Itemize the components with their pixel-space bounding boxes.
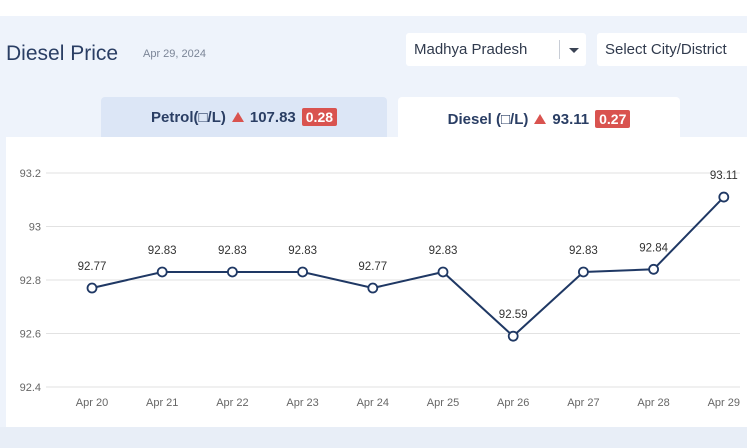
x-tick-label: Apr 21 bbox=[146, 397, 178, 409]
data-point bbox=[86, 282, 98, 294]
state-select[interactable]: Madhya Pradesh bbox=[406, 33, 586, 66]
select-divider bbox=[559, 40, 560, 59]
x-tick-label: Apr 27 bbox=[567, 397, 599, 409]
data-point bbox=[297, 266, 309, 278]
city-select-value: Select City/District bbox=[605, 41, 727, 58]
chart-card: 92.4 92.6 92.8 93 93.2 Apr 20 Apr 21 Apr 22 Apr … bbox=[6, 137, 747, 427]
state-select-value: Madhya Pradesh bbox=[414, 41, 528, 58]
data-label: 92.59 bbox=[499, 309, 528, 321]
data-label: 92.83 bbox=[218, 245, 247, 257]
data-point bbox=[367, 282, 379, 294]
price-up-icon bbox=[231, 112, 244, 122]
data-label: 92.83 bbox=[569, 245, 598, 257]
x-tick-label: Apr 20 bbox=[76, 397, 108, 409]
y-tick-label: 92.4 bbox=[20, 382, 41, 394]
data-point bbox=[507, 330, 519, 342]
x-tick-label: Apr 29 bbox=[708, 397, 740, 409]
page-date: Apr 29, 2024 bbox=[143, 48, 206, 60]
bottom-strip bbox=[0, 427, 747, 448]
price-line-chart: 92.4 92.6 92.8 93 93.2 Apr 20 Apr 21 Apr 22 Apr … bbox=[20, 168, 740, 409]
data-label: 92.84 bbox=[639, 242, 668, 254]
y-tick-label: 92.8 bbox=[20, 275, 41, 287]
data-point bbox=[578, 266, 589, 278]
tab-petrol-label: Petrol(□/L) bbox=[150, 108, 226, 126]
top-strip bbox=[0, 0, 747, 16]
data-label: 92.77 bbox=[358, 261, 387, 273]
data-label: 93.11 bbox=[710, 170, 738, 182]
tab-diesel[interactable]: Diesel (□/L) 93.11 0.27 bbox=[398, 97, 680, 141]
x-tick-label: Apr 22 bbox=[216, 397, 248, 409]
tab-petrol-price: 107.83 bbox=[249, 108, 296, 126]
tab-petrol[interactable]: Petrol(□/L) 107.83 0.28 bbox=[101, 97, 387, 137]
y-tick-label: 92.6 bbox=[20, 329, 41, 341]
data-point bbox=[156, 266, 168, 278]
tab-petrol-change-badge: 0.28 bbox=[301, 108, 338, 126]
y-tick-label: 93.2 bbox=[20, 168, 41, 180]
data-label: 92.83 bbox=[429, 245, 458, 257]
tab-diesel-label: Diesel (□/L) bbox=[447, 110, 529, 128]
tab-diesel-price: 93.11 bbox=[552, 110, 590, 128]
x-tick-label: Apr 25 bbox=[427, 397, 459, 409]
data-label: 92.83 bbox=[288, 245, 317, 257]
page-title: Diesel Price bbox=[6, 42, 119, 65]
data-label: 92.77 bbox=[78, 261, 107, 273]
data-label: 92.83 bbox=[148, 245, 177, 257]
price-up-icon bbox=[534, 114, 547, 124]
data-point bbox=[437, 266, 449, 278]
x-tick-label: Apr 28 bbox=[637, 397, 669, 409]
city-select[interactable]: Select City/District bbox=[597, 33, 747, 66]
x-tick-label: Apr 23 bbox=[286, 397, 318, 409]
y-tick-label: 93 bbox=[29, 222, 41, 234]
x-tick-label: Apr 26 bbox=[497, 397, 529, 409]
data-point bbox=[226, 266, 238, 278]
data-point bbox=[648, 263, 659, 275]
chevron-down-icon[interactable] bbox=[569, 48, 579, 53]
data-point bbox=[718, 191, 730, 203]
tab-diesel-change-badge: 0.27 bbox=[595, 110, 631, 128]
x-tick-label: Apr 24 bbox=[357, 397, 389, 409]
series-line bbox=[91, 196, 725, 338]
